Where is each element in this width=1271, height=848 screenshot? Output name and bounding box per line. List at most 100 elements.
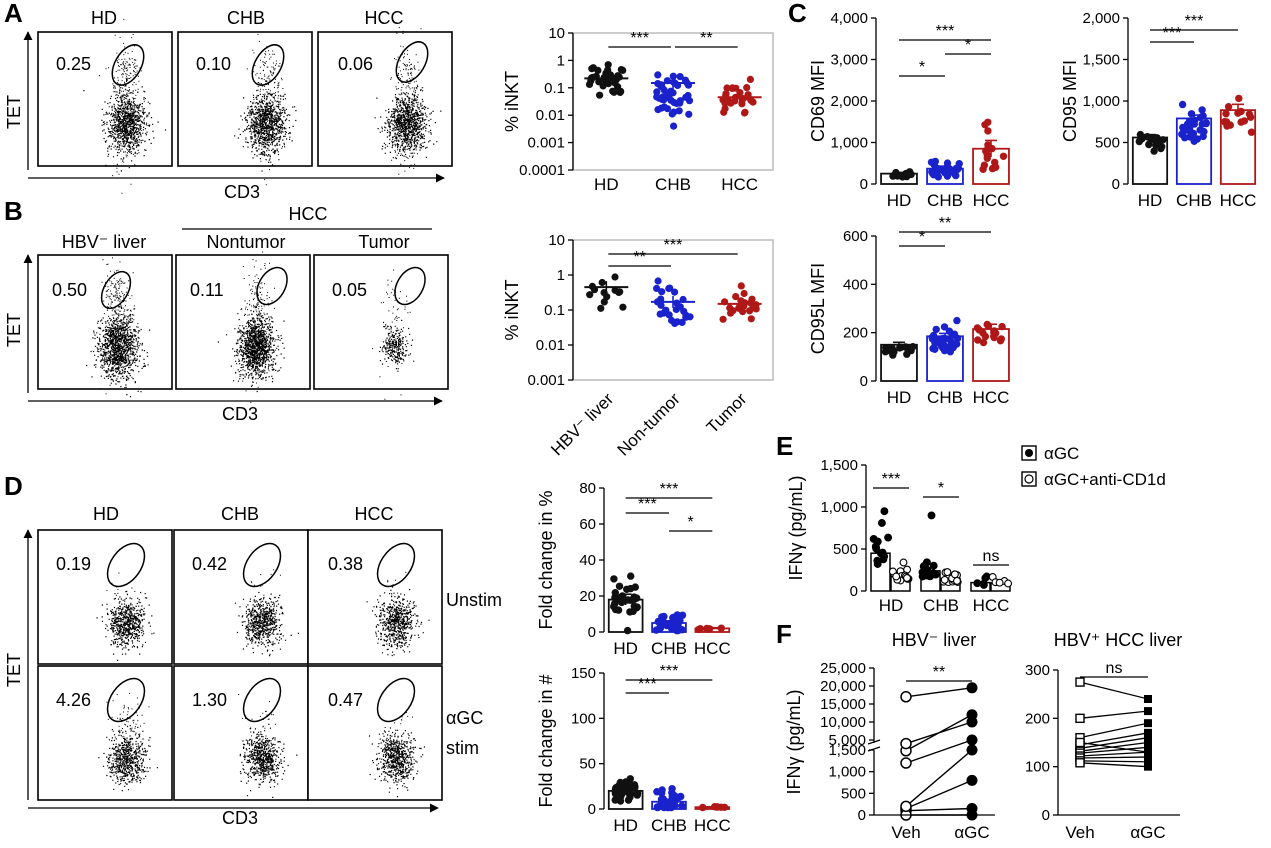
C_CD69-xlabel-2: HCC [973,191,1010,210]
A_iNKT-xlabel-0: HD [594,175,619,194]
C_CD95-ytick-label-0: 0 [1112,176,1120,193]
A_iNKT-point-0-11 [604,61,612,69]
E_IFNg-point-2-0-3 [979,580,988,589]
C_CD69-point-0-13 [891,170,900,178]
panel-a-flow: HD CHB HCC 0.25 0.10 0.06 TET CD3 [4,8,453,202]
B_iNKT-point-1-6 [657,295,665,303]
F_HCC-agc-point-9 [1144,757,1152,766]
C_CD95-group-2 [1220,94,1256,136]
A_iNKT-point-1-28 [670,98,678,107]
A_iNKT-point-2-24 [722,92,730,100]
B_iNKT-point-2-16 [750,303,758,311]
A_iNKT-point-0-26 [616,88,624,96]
C_CD95L-point-0-13 [909,343,917,351]
row-label-unstim: Unstim [446,590,502,610]
B_iNKT-point-0-1 [611,273,619,281]
F_HCC-ytick-label-2: 200 [1025,710,1050,727]
E_IFNg-point-1-0-7 [922,558,931,567]
F_HCC-pair-line-7 [1079,751,1149,757]
C_CD95-point-1-20 [1198,106,1206,114]
D_pct-point-2-2 [717,624,725,632]
D_pct-ytick-label-1: 20 [579,588,596,605]
flow-a-0-inkt [117,46,141,82]
A_iNKT-point-2-9 [746,75,755,83]
D_pct-point-0-28 [623,626,632,635]
A_iNKT-point-0-18 [585,80,594,88]
D_num-point-0-29 [611,790,620,798]
D_num-point-1-19 [674,794,682,802]
C_CD95-point-1-16 [1196,126,1204,134]
B_iNKT-xlabel-1: Non-tumor [614,389,684,459]
gate-d-1-2 [376,677,416,723]
F_HBVneg-pair-line-5 [905,687,973,698]
F_HCC-agc-point-8 [1144,753,1152,761]
C_CD69-point-2-7 [999,152,1008,160]
C_CD69-ytick-label-2: 2,000 [830,93,868,110]
D_pct-group-2 [695,624,725,634]
D_pct-ytick-label-3: 60 [579,516,596,533]
axis-label-tet-d: TET [4,653,24,687]
E_IFNg-point-1-1-12 [950,570,959,579]
A_iNKT-point-1-40 [658,95,666,104]
C_CD95L-ytick-label-2: 400 [843,276,868,293]
D_num-group-0 [611,775,642,805]
E_IFNg-point-1-0-0 [927,511,936,520]
pct-b-1: 0.11 [190,280,224,300]
C_CD95-point-2-11 [1224,103,1233,111]
C_CD95L-point-0-14 [883,344,891,352]
F_HCC-pair-line-1 [1079,710,1149,719]
C_CD95-group-1 [1178,100,1210,145]
B_iNKT-xlabel-0: HBV⁻ liver [547,389,617,459]
C_CD69-xlabel-0: HD [887,191,912,210]
E_IFNg-points-1-1 [939,568,962,587]
D_num-point-1-27 [668,789,676,797]
C_CD95-xlabel-2: HCC [1220,191,1257,210]
F_HCC-pair-line-3 [1079,732,1149,746]
A_iNKT-point-1-38 [660,103,668,111]
row-label-agc: αGC [446,708,483,728]
E_IFNg-point-1-0-12 [926,572,935,581]
D_pct-point-1-10 [678,611,687,619]
C_CD95L-group-1 [928,316,962,356]
F_HCC-agc-point-3 [1144,728,1152,737]
D_pct-xlabel-0: HD [613,639,638,658]
B_iNKT-point-2-23 [729,307,737,315]
E_IFNg-points-2-1 [988,573,1013,588]
B_iNKT-ylabel: % iNKT [502,279,522,340]
F_HCC-ytick-label-0: 0 [1042,807,1050,824]
legend-dot-agc [1025,449,1033,457]
F_HBVneg-ytick-label-6: 15,000 [820,696,866,713]
F_HCC-ytick-label-3: 300 [1025,662,1050,679]
flow-a-title-1: CHB [227,8,265,28]
F_HCC-agc-point-4 [1144,733,1152,742]
panel-label-e: E [776,431,793,461]
pct-a-2: 0.06 [338,54,373,74]
pct-d-0-0: 0.19 [56,554,91,574]
A_iNKT-point-0-34 [611,79,619,87]
E_IFNg-point-0-0-0 [880,507,889,516]
C_CD95L-ytick-label-1: 200 [843,325,868,342]
E_IFNg-ytick-label-3: 1,500 [820,457,858,474]
C_CD95L-point-2-1 [998,322,1006,331]
B_iNKT-point-1-24 [672,305,680,314]
B_iNKT-point-2-15 [748,295,756,303]
C_CD95-point-0-14 [1148,134,1156,142]
C_CD95-point-1-17 [1178,100,1187,109]
A_iNKT-point-1-42 [653,93,661,101]
flow-a-title-2: HCC [365,8,404,28]
chart-F_HCC: 0 100 200 300 Veh αGC ns [1025,660,1180,842]
A_iNKT-point-2-21 [720,108,728,116]
B_iNKT-ytick-label-1: 1 [557,267,565,284]
B_iNKT-point-2-1 [747,315,755,323]
F_HCC-agc-point-5 [1144,738,1152,747]
B_iNKT-point-2-0 [719,315,727,323]
chart-E_IFNg: 0 500 1,000 1,500 IFNγ (pg/mL) HD *** CHB * HCC ns [786,457,1013,615]
panel-label-d: D [4,471,23,501]
A_iNKT-point-2-13 [743,84,751,92]
E_IFNg-sig-0-label: *** [882,471,901,488]
C_CD69-point-1-29 [934,165,942,173]
C_CD69-xlabel-1: CHB [927,191,963,210]
E_IFNg-point-0-0-11 [873,537,882,546]
pct-a-0: 0.25 [56,54,91,74]
